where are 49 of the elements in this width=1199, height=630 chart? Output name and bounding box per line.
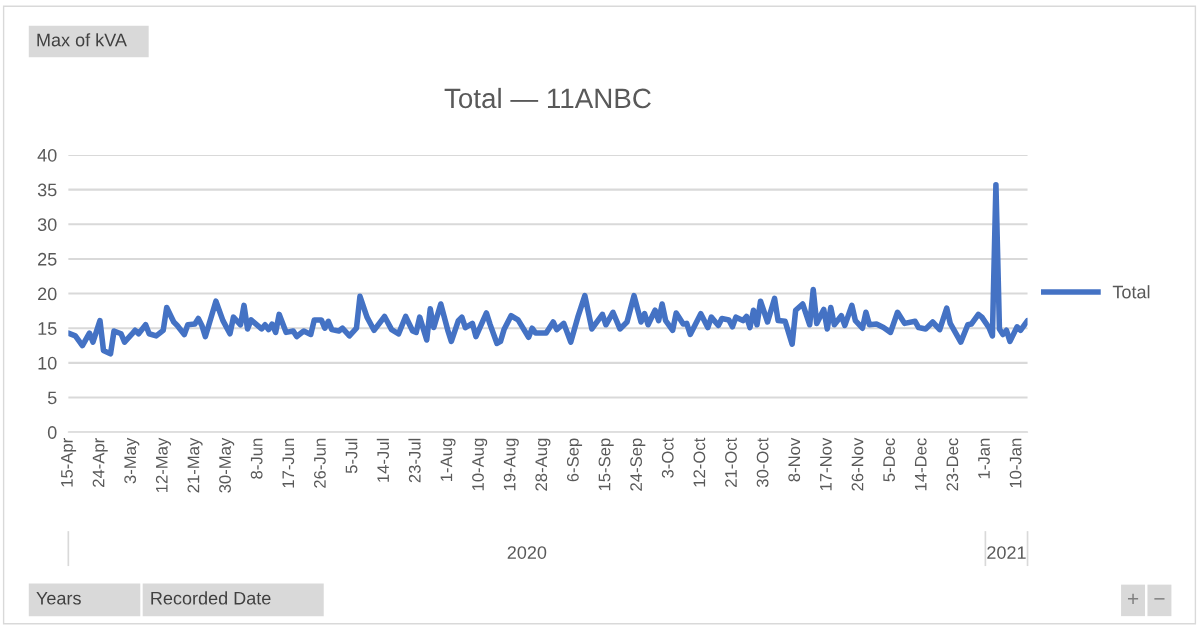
x-tick-label: 1-Jan <box>978 438 990 479</box>
x-tick-label: 12-Oct <box>693 437 706 487</box>
y-tick-label: 40 <box>37 148 57 162</box>
x-tick-label: 5-Dec <box>883 438 895 482</box>
x-tick-label: 28-Aug <box>535 438 551 491</box>
y-tick-label: 15 <box>38 322 57 335</box>
x-tick-label: 23-Jul <box>408 438 421 483</box>
x-tick-label: 14-Dec <box>914 438 927 491</box>
chart-title: Total — 11ANBC <box>444 87 651 109</box>
text: 2020 <box>507 546 547 559</box>
x-tick-label: 15-Sep <box>598 438 614 491</box>
text: 2021 <box>987 546 1026 559</box>
x-tick-label: 5-Jul <box>345 438 358 474</box>
x-tick-label: 30-May <box>219 437 235 493</box>
x-tick-label: 30-Oct <box>756 437 769 488</box>
y-tick-label: 35 <box>37 183 57 197</box>
x-tick-label: 12-May <box>155 437 171 493</box>
x-tick-label: 21-May <box>187 437 203 493</box>
y-tick-label: 30 <box>37 218 57 231</box>
text: Max of kVA <box>37 33 127 47</box>
text: Years <box>36 592 81 605</box>
y-tick-label: 0 <box>47 426 57 439</box>
x-tick-label: 3-Oct <box>661 437 674 478</box>
x-tick-label: 8-Nov <box>788 437 801 482</box>
x-tick-label: 26-Jun <box>313 438 326 488</box>
y-tick-label: 5 <box>47 391 57 405</box>
x-tick-label: 17-Jun <box>282 438 295 488</box>
x-tick-label: 8-Jun <box>250 438 263 479</box>
x-tick-label: 3-May <box>124 437 140 484</box>
text: − <box>1154 598 1165 600</box>
text: Recorded Date <box>151 591 271 605</box>
x-tick-label: 17-Nov <box>820 437 832 491</box>
legend-label: Total <box>1112 285 1150 299</box>
x-tick-label: 6-Sep <box>566 438 583 482</box>
y-tick-label: 25 <box>38 252 57 266</box>
x-tick-label: 10-Jan <box>1009 438 1022 488</box>
y-tick-label: 10 <box>38 356 57 370</box>
x-tick-label: 26-Nov <box>851 437 864 491</box>
x-tick-label: 10-Aug <box>472 438 488 491</box>
x-tick-label: 24-Sep <box>630 438 646 491</box>
x-tick-label: 24-Apr <box>92 438 108 487</box>
x-tick-label: 1-Aug <box>440 438 456 481</box>
y-tick-label: 20 <box>38 287 57 301</box>
x-tick-label: 21-Oct <box>725 437 737 487</box>
x-tick-label: 19-Aug <box>503 438 519 491</box>
x-tick-label: 14-Jul <box>376 438 390 482</box>
x-tick-label: 15-Apr <box>61 438 77 487</box>
text: + <box>1127 593 1139 604</box>
x-tick-label: 23-Dec <box>946 438 959 491</box>
